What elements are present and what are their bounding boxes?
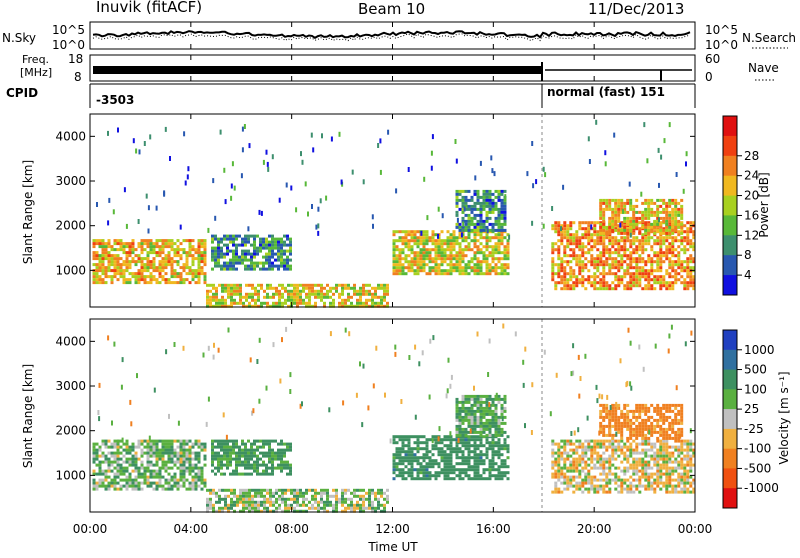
colorbar-tick-label: 28 (744, 149, 759, 163)
velocity-colorbar-title: Velocity [m s⁻¹] (777, 371, 791, 464)
x-tick-label: 12:00 (375, 522, 410, 536)
colorbar-swatch (723, 429, 737, 449)
colorbar-swatch (723, 449, 737, 469)
freq-left-tick-high: 18 (68, 52, 83, 66)
colorbar-tick-label: 500 (744, 363, 767, 377)
colorbar-swatch (723, 196, 737, 216)
power-panel: 1000 2000 3000 4000 Slant Range [km] (21, 114, 695, 308)
y-tick-label: 4000 (55, 129, 86, 143)
colorbar-swatch (723, 468, 737, 488)
freq-panel: Freq. [MHz] 18 8 60 0 Nave (20, 52, 779, 84)
colorbar-swatch (723, 255, 737, 275)
cpid-label: CPID (6, 86, 38, 100)
velocity-colorbar: 1000 500 100 25 -25 -100 -500 -1000 Velocity [m… (723, 330, 791, 509)
colorbar-tick-label: 100 (744, 382, 767, 396)
y-tick-label: 3000 (55, 174, 86, 188)
noise-sky-label: N.Sky (2, 31, 36, 45)
cpid-segment-1: -3503 (96, 93, 134, 107)
y-tick-label: 1000 (55, 263, 86, 277)
colorbar-tick-label: -500 (744, 461, 771, 475)
freq-label-line1: Freq. (22, 53, 49, 66)
colorbar-swatch (723, 275, 737, 295)
colorbar-tick-label: 8 (744, 248, 752, 262)
beam-title: Beam 10 (358, 0, 425, 18)
colorbar-swatch (723, 409, 737, 429)
x-tick-label: 00:00 (73, 522, 108, 536)
freq-series-block (93, 66, 542, 74)
velocity-region-4 (456, 395, 507, 437)
x-tick-label: 16:00 (476, 522, 511, 536)
power-ylabel: Slant Range [km] (21, 160, 35, 264)
colorbar-tick-label: 25 (744, 402, 759, 416)
y-tick-label: 2000 (55, 424, 86, 438)
velocity-ylabel: Slant Range [km] (21, 364, 35, 468)
x-tick-label: 08:00 (274, 522, 309, 536)
y-tick-label: 4000 (55, 334, 86, 348)
y-tick-label: 1000 (55, 468, 86, 482)
colorbar-swatch (723, 370, 737, 390)
nave-right-tick-high: 60 (705, 52, 720, 66)
colorbar-swatch (723, 156, 737, 176)
colorbar-tick-label: 4 (744, 268, 752, 282)
colorbar-tick-label: -1000 (744, 481, 779, 495)
freq-left-tick-low: 8 (74, 70, 82, 84)
velocity-panel: 1000 2000 3000 4000 Slant Range [km] (21, 319, 695, 513)
x-tick-label: 00:00 (678, 522, 713, 536)
noise-right-tick-high: 10^5 (705, 23, 738, 37)
colorbar-swatch (723, 330, 737, 350)
colorbar-swatch (723, 176, 737, 196)
noise-search-label: N.Search (742, 31, 796, 45)
colorbar-swatch (723, 136, 737, 156)
station-title: Inuvik (fitACF) (96, 0, 202, 16)
noise-left-tick-high: 10^5 (52, 23, 85, 37)
colorbar-tick-label: -25 (744, 422, 764, 436)
date-title: 11/Dec/2013 (588, 0, 684, 18)
x-tick-label: 20:00 (577, 522, 612, 536)
noise-right-tick-low: 10^0 (705, 38, 738, 52)
power-colorbar-title: Power [dB] (757, 172, 771, 237)
noise-left-tick-low: 10^0 (52, 38, 85, 52)
cpid-panel: CPID -3503 normal (fast) 151 (6, 84, 695, 108)
colorbar-tick-label: -100 (744, 442, 771, 456)
y-tick-label: 3000 (55, 379, 86, 393)
colorbar-swatch (723, 235, 737, 255)
colorbar-swatch (723, 389, 737, 409)
velocity-region-6 (599, 404, 683, 440)
x-axis-label: Time UT (367, 540, 418, 554)
nave-label: Nave (748, 61, 779, 75)
y-tick-label: 2000 (55, 219, 86, 233)
nave-right-tick-low: 0 (705, 70, 713, 84)
power-region-1 (206, 284, 389, 308)
colorbar-swatch (723, 488, 737, 508)
noise-panel: N.Sky 10^5 10^0 10^5 10^0 N.Search (2, 22, 796, 52)
velocity-region-0 (93, 440, 207, 491)
freq-label-line2: [MHz] (20, 66, 52, 79)
x-tick-label: 04:00 (174, 522, 209, 536)
colorbar-swatch (723, 350, 737, 370)
colorbar-swatch (723, 116, 737, 136)
cpid-segment-2: normal (fast) 151 (547, 85, 665, 99)
colorbar-tick-label: 1000 (744, 343, 775, 357)
colorbar-swatch (723, 215, 737, 235)
